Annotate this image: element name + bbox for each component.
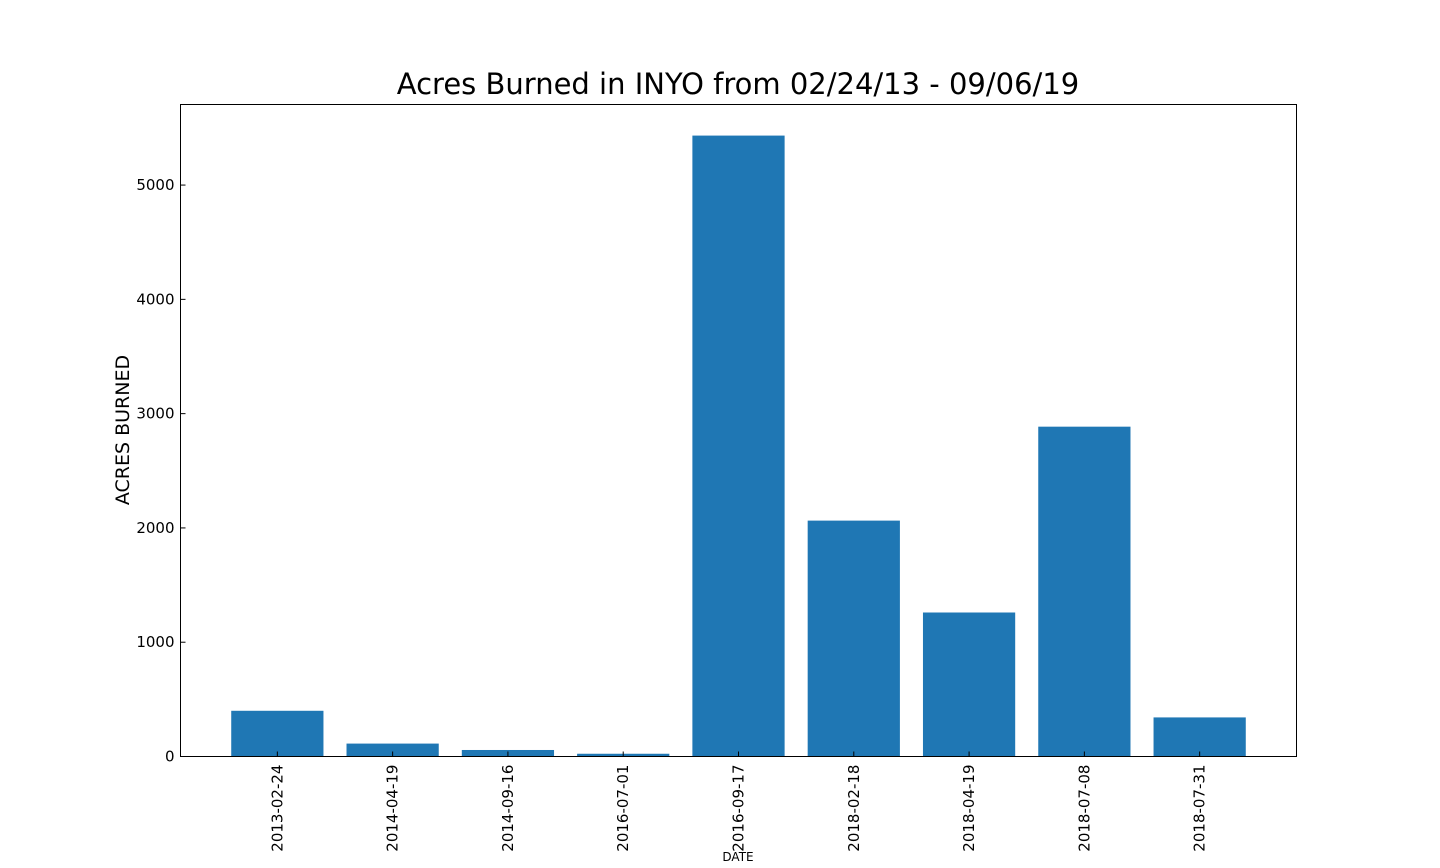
y-tick-label: 1000 <box>136 633 174 651</box>
x-tick-label: 2013-02-24 <box>268 765 286 852</box>
x-tick-label: 2016-09-17 <box>730 765 748 852</box>
y-axis-ticks: 0 1000 2000 3000 4000 5000 <box>136 176 186 766</box>
bar <box>1038 426 1131 757</box>
x-tick-label: 2018-07-31 <box>1191 765 1209 852</box>
x-tick-label: 2018-02-18 <box>845 765 863 852</box>
x-tick-label: 2014-04-19 <box>384 765 402 852</box>
x-tick-label: 2014-09-16 <box>499 765 517 852</box>
plot-area-frame <box>180 104 1297 757</box>
bar <box>692 135 785 757</box>
bar <box>346 743 439 757</box>
bar <box>231 710 324 757</box>
y-axis-label: ACRES BURNED <box>112 355 134 505</box>
x-axis-label: DATE <box>722 850 753 864</box>
y-tick-label: 3000 <box>136 405 174 423</box>
y-tick-label: 4000 <box>136 290 174 308</box>
x-axis-ticks: 2013-02-24 2014-04-19 2014-09-16 2016-07-01… <box>268 751 1209 852</box>
x-tick-label: 2018-07-08 <box>1075 765 1093 852</box>
chart-title: Acres Burned in INYO from 02/24/13 - 09/… <box>397 67 1079 101</box>
bar <box>922 612 1016 757</box>
bar <box>1153 717 1246 757</box>
y-tick-label: 2000 <box>136 519 174 537</box>
y-tick-label: 0 <box>165 748 175 766</box>
bar <box>807 520 900 757</box>
bars-layer <box>231 135 1246 757</box>
y-tick-label: 5000 <box>136 176 174 194</box>
x-tick-label: 2018-04-19 <box>960 765 978 852</box>
x-tick-label: 2016-07-01 <box>614 765 632 852</box>
